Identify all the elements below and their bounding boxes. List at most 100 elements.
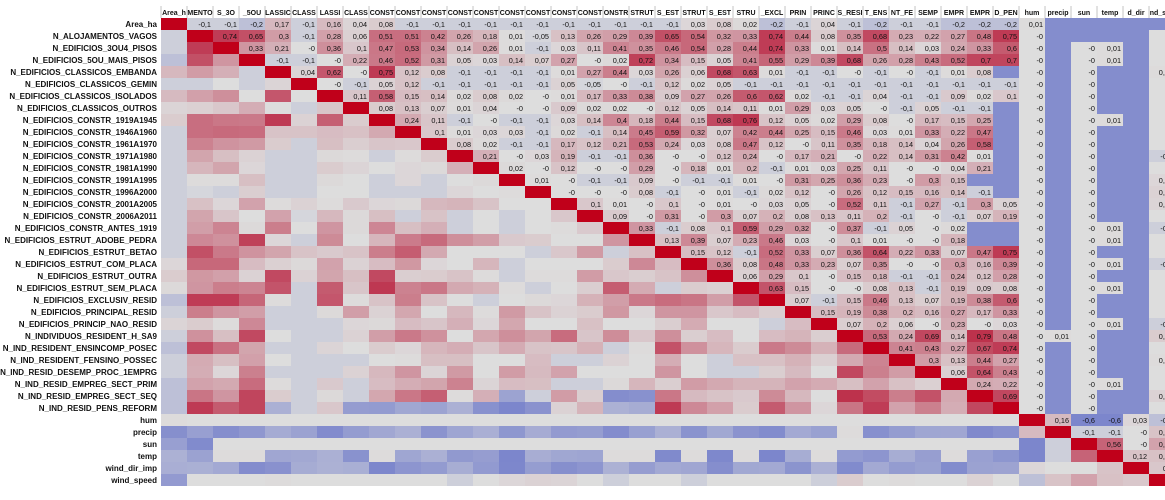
heatmap-cell (915, 78, 941, 90)
heatmap-cell (915, 462, 941, 474)
heatmap-cell (811, 426, 837, 438)
heatmap-cell (369, 198, 395, 210)
heatmap-cell (1097, 378, 1123, 390)
heatmap-cell (1019, 102, 1045, 114)
heatmap-cell (343, 294, 369, 306)
heatmap-cell (499, 258, 525, 270)
cell-value: 0,19 (951, 296, 965, 305)
cell-value: -0 (1037, 308, 1044, 317)
heatmap-cell (395, 246, 421, 258)
heatmap-cell (343, 318, 369, 330)
cell-value: 0,2 (877, 212, 887, 221)
heatmap-cell (577, 138, 603, 150)
heatmap-cell (785, 138, 811, 150)
heatmap-cell (473, 366, 499, 378)
heatmap-cell (889, 198, 915, 210)
cell-value: 0,42 (431, 32, 445, 41)
heatmap-cell (707, 318, 733, 330)
heatmap-cell (707, 402, 733, 414)
cell-value: 0,27 (691, 92, 705, 101)
heatmap-cell (395, 30, 421, 42)
heatmap-cell (213, 270, 239, 282)
heatmap-cell (785, 390, 811, 402)
cell-value: 0,14 (613, 128, 627, 137)
cell-value: 0,04 (821, 20, 835, 29)
heatmap-cell (343, 186, 369, 198)
heatmap-cell (421, 450, 447, 462)
heatmap-cell (967, 270, 993, 282)
heatmap-cell (863, 414, 889, 426)
heatmap-cell (239, 138, 265, 150)
heatmap-cell (213, 186, 239, 198)
cell-value: 0,08 (717, 20, 731, 29)
heatmap-cell (837, 162, 863, 174)
cell-value: 0,26 (951, 140, 965, 149)
cell-value: -0 (907, 236, 914, 245)
heatmap-cell (473, 438, 499, 450)
heatmap-cell (1123, 438, 1149, 450)
heatmap-cell (213, 282, 239, 294)
heatmap-cell (1045, 294, 1071, 306)
heatmap-cell (707, 270, 733, 282)
cell-value: 0,06 (691, 68, 705, 77)
heatmap-cell (421, 210, 447, 222)
heatmap-cell (421, 246, 447, 258)
heatmap-cell (551, 234, 577, 246)
cell-value: 0,27 (1159, 440, 1165, 449)
heatmap-cell (941, 282, 967, 294)
heatmap-cell (837, 210, 863, 222)
heatmap-cell (447, 246, 473, 258)
cell-value: 0,05 (561, 80, 575, 89)
heatmap-cell (317, 474, 343, 486)
column-label: MENTO (187, 10, 213, 17)
cell-value: -0,1 (458, 68, 471, 77)
heatmap-cell (421, 354, 447, 366)
heatmap-cell (863, 66, 889, 78)
cell-value: 0,21 (977, 164, 991, 173)
cell-value: 0,08 (483, 92, 497, 101)
heatmap-cell (343, 462, 369, 474)
heatmap-cell (525, 66, 551, 78)
cell-value: -0 (1037, 392, 1044, 401)
heatmap-cell (655, 462, 681, 474)
heatmap-cell (1045, 18, 1071, 30)
cell-value: 0,39 (1003, 260, 1017, 269)
heatmap-cell (317, 378, 343, 390)
heatmap-cell (369, 138, 395, 150)
heatmap-cell (759, 366, 785, 378)
heatmap-cell (395, 54, 421, 66)
heatmap-cell (1019, 390, 1045, 402)
heatmap-cell (473, 138, 499, 150)
cell-value: -0,1 (926, 92, 939, 101)
heatmap-cell (499, 150, 525, 162)
heatmap-cell (1071, 114, 1097, 126)
heatmap-cell (1071, 186, 1097, 198)
heatmap-cell (161, 102, 187, 114)
cell-value: 0,01 (1107, 56, 1121, 65)
heatmap-cell (811, 126, 837, 138)
cell-value: 0,26 (665, 68, 679, 77)
heatmap-cell (265, 222, 291, 234)
cell-value: -0 (829, 188, 836, 197)
heatmap-cell (187, 258, 213, 270)
cell-value: 0,52 (769, 248, 783, 257)
heatmap-cell (1071, 234, 1097, 246)
cell-value: 0,03 (769, 200, 783, 209)
heatmap-cell (733, 414, 759, 426)
heatmap-cell (161, 414, 187, 426)
heatmap-cell (941, 186, 967, 198)
heatmap-cell (1019, 18, 1045, 30)
cell-value: 0,15 (951, 176, 965, 185)
cell-value: 0,53 (873, 332, 887, 341)
heatmap-cell (421, 30, 447, 42)
heatmap-cell (993, 78, 1019, 90)
heatmap-cell (499, 354, 525, 366)
cell-value: 0,69 (1003, 392, 1017, 401)
cell-value: 0,12 (587, 140, 601, 149)
heatmap-cell (915, 222, 941, 234)
heatmap-cell (161, 138, 187, 150)
cell-value: -0 (1089, 368, 1096, 377)
heatmap-cell (317, 426, 343, 438)
cell-value: -0,1 (1160, 260, 1165, 269)
cell-value: 0,15 (821, 308, 835, 317)
